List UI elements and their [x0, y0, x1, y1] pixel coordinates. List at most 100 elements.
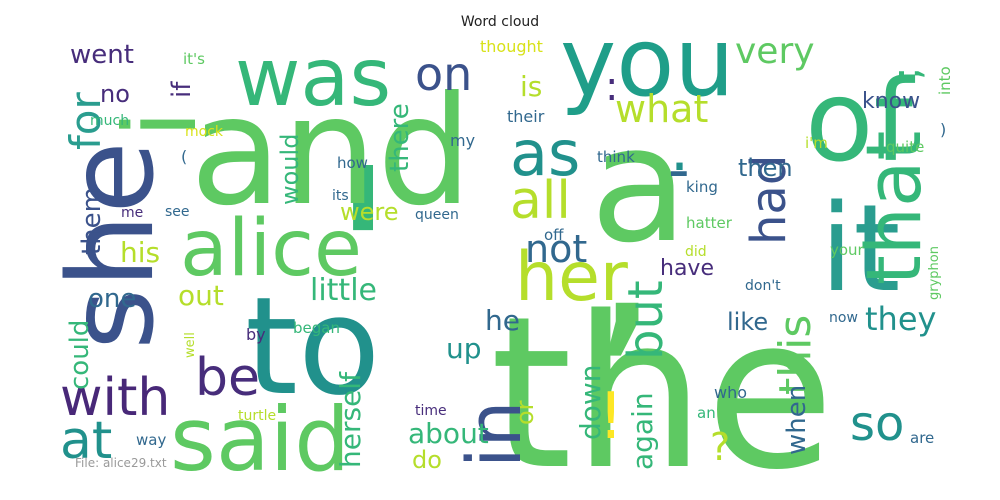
word-11: was	[235, 31, 391, 124]
word-76: see	[165, 204, 190, 220]
word-57: know	[862, 89, 920, 114]
word-74: king	[686, 178, 718, 196]
word-79: hatter	[686, 214, 733, 232]
word-28: !	[598, 380, 624, 454]
word-84: by	[246, 325, 266, 344]
word-29: not	[525, 227, 587, 271]
word-42: them	[77, 187, 107, 255]
word-73: its	[332, 188, 349, 204]
word-9: you	[560, 8, 735, 118]
word-53: like	[727, 308, 768, 336]
word-55: were	[340, 198, 399, 226]
word-39: again	[626, 392, 659, 470]
word-58: no	[100, 80, 130, 108]
word-20: all	[510, 171, 571, 231]
word-7: it	[820, 180, 900, 319]
word-85: began	[293, 319, 340, 337]
word-44: out	[178, 279, 224, 312]
word-2: and	[190, 65, 472, 239]
word-78: off	[544, 226, 564, 244]
word-16: her	[515, 238, 628, 317]
word-40: herself	[334, 371, 367, 468]
word-6: ,	[590, 126, 660, 382]
word-80: gryphon	[927, 246, 942, 300]
word-35: little	[310, 273, 377, 308]
word-32: very	[735, 31, 815, 72]
word-89: time	[415, 403, 447, 419]
word-51: there	[385, 103, 415, 172]
word-33: ?	[710, 425, 730, 469]
word-87: now	[829, 310, 858, 326]
word-90: an	[697, 404, 716, 422]
word-37: about	[408, 417, 489, 450]
word-81: did	[685, 244, 707, 260]
word-12: alice	[180, 204, 362, 294]
word-15: in	[452, 401, 538, 468]
word-45: up	[446, 332, 482, 365]
word-92: way	[136, 431, 166, 449]
word-47: if	[167, 81, 197, 98]
word-27: this	[770, 315, 821, 395]
word-52: would	[276, 134, 304, 205]
word-26: so	[850, 396, 904, 452]
word-5: she	[42, 141, 180, 350]
word-19: with	[60, 368, 170, 428]
word-86: well	[183, 332, 198, 358]
word-67: their	[507, 107, 545, 126]
word-54: then	[738, 154, 793, 182]
word-25: but	[618, 280, 674, 360]
word-46: is	[520, 70, 542, 103]
word-63: it's	[183, 50, 205, 68]
word-23: had	[741, 155, 797, 245]
word-13: i	[102, 110, 219, 138]
word-49: one	[88, 284, 136, 314]
word-75: me	[121, 205, 143, 221]
word-14: that	[849, 131, 938, 285]
word-65: much	[90, 113, 129, 129]
word-93: are	[910, 429, 934, 447]
word-4: a	[590, 91, 688, 278]
word-43: went	[70, 40, 134, 70]
chart-title: Word cloud	[460, 14, 540, 30]
word-56: have	[660, 256, 714, 281]
word-17: as	[510, 117, 580, 190]
word-82: your	[830, 241, 865, 259]
word-60: do	[412, 446, 442, 474]
word-34: they	[865, 300, 936, 338]
word-22: on	[415, 47, 472, 101]
word-21: be	[195, 348, 260, 408]
word-30: for	[61, 92, 110, 150]
word-48: his	[120, 236, 160, 269]
word-91: turtle	[238, 408, 276, 424]
word-31: what	[615, 87, 708, 131]
word-77: queen	[415, 207, 459, 223]
word-38: down	[574, 364, 607, 440]
word-3: to	[245, 268, 381, 425]
word-83: don't	[745, 278, 781, 294]
word-50: when	[782, 385, 812, 455]
word-18: at	[60, 411, 112, 471]
word-66: mock	[185, 124, 224, 140]
word-95: )	[940, 120, 946, 139]
word-88: who	[714, 383, 747, 402]
word-36: he	[485, 304, 520, 337]
word-64: into	[936, 66, 954, 95]
word-41: could	[65, 320, 95, 390]
word-96: :	[605, 64, 618, 110]
word-71: quite	[886, 138, 924, 156]
word-69: think	[597, 148, 635, 166]
word-10: said	[170, 388, 350, 491]
word-98: .	[670, 115, 689, 185]
word-59: or	[511, 400, 539, 425]
word-94: (	[181, 147, 187, 166]
word-72: how	[337, 154, 368, 172]
word-61: -	[668, 135, 690, 205]
word-0: the	[490, 271, 835, 500]
word-8: of	[805, 57, 916, 187]
word-70: i'm	[805, 134, 828, 152]
word-97: ;	[884, 67, 930, 80]
word-68: my	[450, 131, 475, 150]
file-annotation: File: alice29.txt	[75, 456, 167, 470]
word-62: thought	[480, 37, 543, 56]
